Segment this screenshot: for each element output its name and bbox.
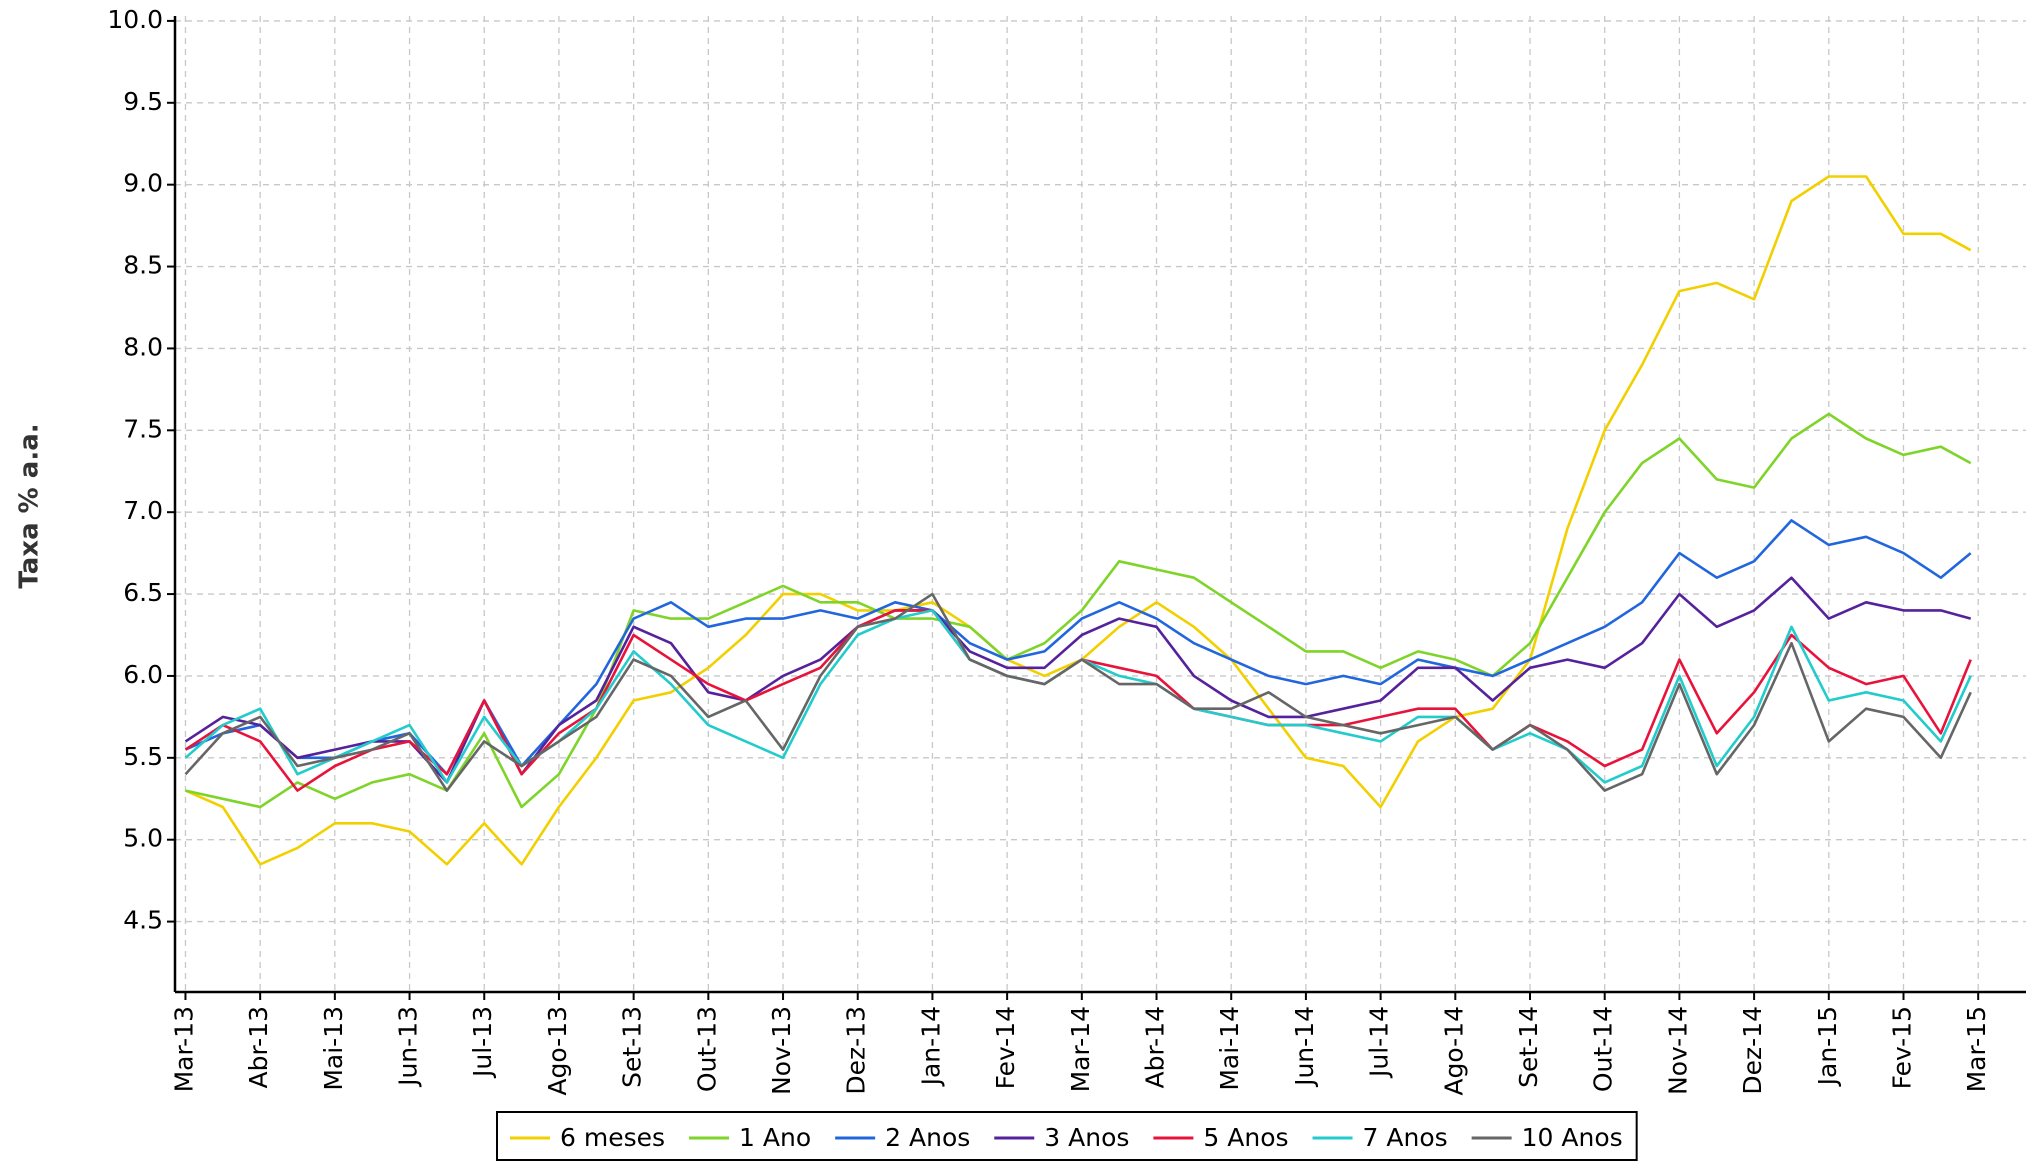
y-tick-label: 5.5 xyxy=(123,742,163,771)
x-tick-label: Fev-14 xyxy=(991,1006,1020,1089)
x-tick-label: Jun-13 xyxy=(394,1006,423,1088)
series-line xyxy=(184,592,1972,792)
legend-label: 10 Anos xyxy=(1522,1123,1623,1152)
x-tick-label: Dez-13 xyxy=(842,1006,871,1095)
x-tick-label: Jul-13 xyxy=(468,1006,497,1079)
x-tick-label: Out-14 xyxy=(1589,1006,1618,1092)
x-tick-label: Dez-14 xyxy=(1738,1006,1767,1095)
y-tick-label: 7.5 xyxy=(123,414,163,443)
y-tick-label: 6.5 xyxy=(123,578,163,607)
x-tick-label: Mar-13 xyxy=(169,1006,198,1092)
y-tick-label: 8.0 xyxy=(123,332,163,361)
y-tick-label: 8.5 xyxy=(123,251,163,280)
x-tick-label: Out-13 xyxy=(692,1006,721,1092)
x-tick-label: Ago-14 xyxy=(1439,1006,1468,1096)
x-tick-label: Fev-15 xyxy=(1887,1006,1916,1089)
x-tick-label: Abr-13 xyxy=(244,1006,273,1088)
y-tick-label: 6.0 xyxy=(123,660,163,689)
x-tick-label: Jul-14 xyxy=(1365,1006,1394,1079)
y-tick-label: 9.0 xyxy=(123,169,163,198)
legend-label: 6 meses xyxy=(560,1123,665,1152)
x-tick-label: Mar-15 xyxy=(1962,1006,1991,1092)
legend-label: 2 Anos xyxy=(885,1123,970,1152)
legend-label: 5 Anos xyxy=(1203,1123,1288,1152)
y-tick-label: 7.0 xyxy=(123,496,163,525)
x-tick-label: Set-13 xyxy=(618,1006,647,1088)
x-tick-label: Set-14 xyxy=(1514,1006,1543,1088)
y-tick-label: 10.0 xyxy=(107,5,163,34)
series-line xyxy=(184,609,1972,784)
legend-label: 1 Ano xyxy=(739,1123,811,1152)
x-tick-label: Jan-15 xyxy=(1813,1006,1842,1087)
x-tick-label: Nov-13 xyxy=(767,1006,796,1095)
x-tick-label: Mar-14 xyxy=(1066,1006,1095,1092)
y-tick-label: 9.5 xyxy=(123,87,163,116)
x-tick-label: Jun-14 xyxy=(1290,1006,1319,1088)
x-tick-label: Mai-14 xyxy=(1215,1006,1244,1091)
series-line xyxy=(184,519,1972,776)
x-tick-label: Jan-14 xyxy=(916,1006,945,1087)
series-line xyxy=(185,412,1972,809)
y-axis-label: Taxa % a.a. xyxy=(15,423,45,588)
x-tick-label: Mai-13 xyxy=(319,1006,348,1091)
legend-label: 7 Anos xyxy=(1363,1123,1448,1152)
y-tick-label: 4.5 xyxy=(123,906,163,935)
series-line xyxy=(184,576,1972,784)
x-tick-label: Ago-13 xyxy=(543,1006,572,1096)
x-tick-label: Nov-14 xyxy=(1663,1006,1692,1095)
legend-box xyxy=(496,1111,1638,1161)
x-tick-label: Abr-14 xyxy=(1141,1006,1170,1088)
y-tick-label: 5.0 xyxy=(123,824,163,853)
legend-label: 3 Anos xyxy=(1044,1123,1129,1152)
legend: 6 meses 1 Ano 2 Anos 3 Anos 5 Anos 7 Anos 10 A… xyxy=(496,1111,1638,1161)
